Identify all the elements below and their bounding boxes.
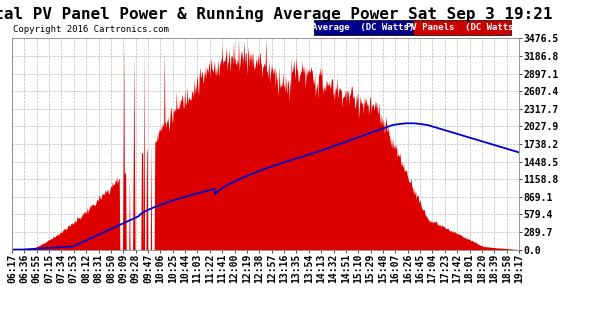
- Text: Average  (DC Watts): Average (DC Watts): [312, 23, 414, 32]
- Text: PV Panels  (DC Watts): PV Panels (DC Watts): [406, 23, 518, 32]
- Text: Total PV Panel Power & Running Average Power Sat Sep 3 19:21: Total PV Panel Power & Running Average P…: [0, 6, 553, 22]
- Bar: [314, 20, 413, 35]
- Text: Copyright 2016 Cartronics.com: Copyright 2016 Cartronics.com: [13, 25, 169, 34]
- Bar: [413, 20, 511, 35]
